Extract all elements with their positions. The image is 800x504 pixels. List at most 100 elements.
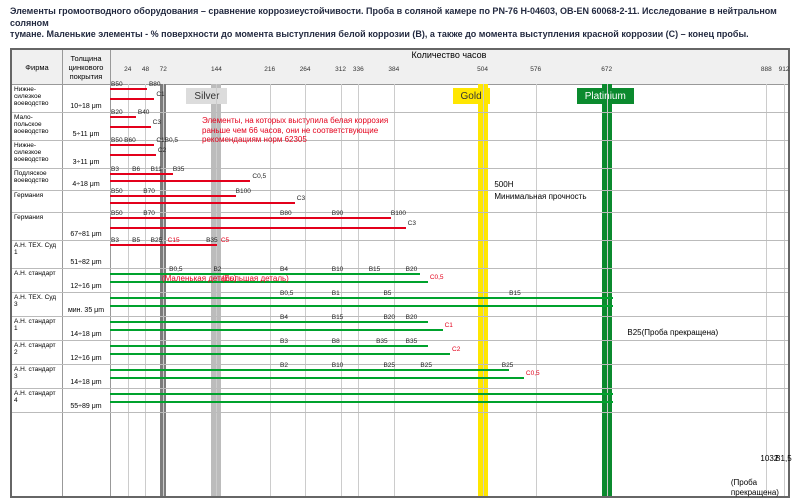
table-row: A.H. стандарт 212÷16 μmB3B8B35B35C2 (12, 340, 788, 365)
row-firm: A.H. стандарт 2 (12, 340, 62, 364)
bar-label: B5 (132, 237, 140, 244)
bar-label: B3 (111, 237, 119, 244)
title-line2: тумане. Маленькие элементы - % поверхнос… (10, 29, 790, 41)
bar-label: B40 (138, 109, 150, 116)
bar-label: B100 (391, 210, 406, 217)
bar-label: B11 (151, 166, 162, 173)
annotation: B1,5 (775, 454, 791, 464)
bar-label: B8 (332, 338, 340, 345)
bar (110, 305, 613, 307)
bar (110, 116, 136, 118)
bar-label: B15 (509, 290, 521, 297)
bar-label: B3 (280, 338, 288, 345)
bar (110, 353, 450, 355)
chart: Фирма Толщина цинкового покрытия Количес… (10, 48, 790, 498)
annotation: Элементы, на которых выступила белая кор… (202, 116, 412, 145)
bar (110, 173, 173, 175)
bar-label: B10 (332, 362, 344, 369)
bar-label: C15 (168, 237, 180, 244)
bar-label: B20 (383, 314, 395, 321)
bar (110, 297, 613, 299)
row-thickness: мин. 35 μm (62, 292, 110, 316)
row-thickness: 5÷11 μm (62, 112, 110, 140)
bar-label: B35 (376, 338, 388, 345)
title-line1: Элементы громоотводного оборудования – с… (10, 6, 790, 29)
bar (110, 393, 613, 395)
bar (110, 345, 428, 347)
bar-label: C1 (445, 322, 453, 329)
bar-label: B3 (111, 166, 119, 173)
bar-label: B90 (332, 210, 344, 217)
annotation: B25(Проба прекращена) (627, 328, 718, 338)
row-firm: A.H. стандарт 3 (12, 364, 62, 388)
bar-label: C1 (156, 91, 164, 98)
bar-label: C1B0,5 (156, 137, 178, 144)
bar-label: C2 (452, 346, 460, 353)
bar (110, 369, 509, 371)
row-firm: Германия (12, 212, 62, 240)
table-row: A.H. TEX. Суд 3мин. 35 μmB0,5B1B5B15 (12, 292, 788, 317)
row-thickness: 55÷89 μm (62, 388, 110, 412)
bar (110, 195, 236, 197)
bar-label: B20 (406, 266, 418, 273)
bar-label: B25 (383, 362, 395, 369)
bar (110, 126, 151, 128)
bar-label: B5 (383, 290, 391, 297)
annotation: (Большая деталь) (222, 274, 289, 284)
table-row: A.H. стандарт 455÷89 μm (12, 388, 788, 413)
table-row: A.H. TEX. Суд 151÷82 μmB3B5B25C15B35C5 (12, 240, 788, 269)
table-row: A.H. стандарт 314÷18 μmB2B10B25B25B25C0,… (12, 364, 788, 389)
row-thickness: 12÷16 μm (62, 340, 110, 364)
bar-label: B35 (173, 166, 185, 173)
bar-label: B35 (206, 237, 218, 244)
row-thickness: 14÷18 μm (62, 316, 110, 340)
row-firm: Нижне-силезкое воеводство (12, 140, 62, 168)
bar-label: B80 (149, 81, 161, 88)
bar-label: B50 (111, 188, 123, 195)
bar-label: B2 (280, 362, 288, 369)
bar (110, 180, 250, 182)
bar-label: B2 (213, 266, 221, 273)
row-thickness: 14÷18 μm (62, 364, 110, 388)
bar (110, 244, 217, 246)
bar-label: B50 (111, 210, 123, 217)
bar (110, 329, 443, 331)
row-firm: A.H. TEX. Суд 1 (12, 240, 62, 268)
bar-label: B20 (111, 109, 123, 116)
bar-label: B50 (111, 81, 123, 88)
row-thickness: 3÷11 μm (62, 140, 110, 168)
row-thickness: 4÷18 μm (62, 168, 110, 190)
table-row: Нижне-силезкое воеводство10÷18 μmB50B80C… (12, 84, 788, 113)
bar-label: C3 (297, 195, 305, 202)
bar-label: B15 (332, 314, 344, 321)
bar-label: B25 (420, 362, 432, 369)
bar (110, 88, 147, 90)
annotation: 500H (494, 180, 513, 190)
bar-label: C3 (153, 119, 161, 126)
bar (110, 377, 524, 379)
row-firm: Мало-польское воеводство (12, 112, 62, 140)
table-row: A.H. стандарт12÷16 μmB0,5B2B4B10B15B20C0… (12, 268, 788, 293)
annotation: Минимальная прочность (494, 192, 586, 202)
row-firm: Германия (12, 190, 62, 212)
row-firm: A.H. стандарт 1 (12, 316, 62, 340)
bar-label: B20 (406, 314, 418, 321)
bar-label: B15 (369, 266, 381, 273)
bar (110, 401, 613, 403)
bar-label: B4 (280, 314, 288, 321)
row-firm: Подляское воеводство (12, 168, 62, 190)
row-firm: A.H. TEX. Суд 3 (12, 292, 62, 316)
bar-label: B25 (151, 237, 163, 244)
row-thickness: 10÷18 μm (62, 84, 110, 112)
bar-label: B50 (111, 137, 123, 144)
bar (110, 321, 428, 323)
bar-label: C3 (408, 220, 416, 227)
bar-label: B4 (280, 266, 288, 273)
bar-label: C2 (158, 147, 166, 154)
bar (110, 154, 156, 156)
row-thickness: 51÷82 μm (62, 240, 110, 268)
bar (110, 144, 154, 146)
bar-label: B1 (332, 290, 340, 297)
bar (110, 217, 391, 219)
bar-label: B70 (143, 188, 155, 195)
